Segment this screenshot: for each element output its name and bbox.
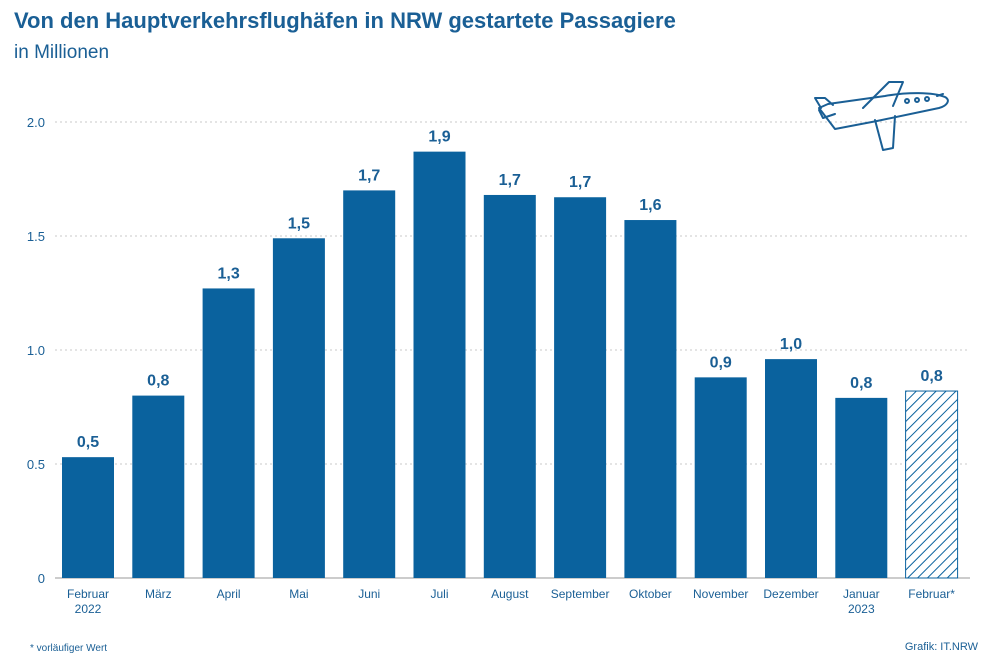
bar [413,151,466,578]
x-tick-label: Juli [430,587,448,601]
bar-value-label: 1,9 [428,129,450,146]
y-tick-label: 1.5 [27,229,45,244]
x-tick-label: Februar [67,587,109,601]
footnote: * vorläufiger Wert [30,643,108,654]
bar [343,190,396,578]
x-tick-label: Oktober [629,587,672,601]
x-tick-label: März [145,587,172,601]
x-tick-label: 2023 [848,602,875,616]
bar [765,359,817,578]
bar [62,457,114,578]
x-tick-label: April [217,587,241,601]
y-tick-label: 0.5 [27,457,45,472]
x-tick-label: August [491,587,529,601]
x-tick-label: Juni [358,587,380,601]
bar-value-label: 0,5 [77,434,99,451]
bar [694,377,747,578]
source-credit: Grafik: IT.NRW [904,641,978,653]
bar-value-label: 0,8 [850,375,872,392]
bar-value-label: 1,7 [569,174,591,191]
x-tick-label: Dezember [763,587,818,601]
bar [905,390,959,579]
bar [202,288,255,578]
bar [272,238,325,578]
bar [483,194,536,578]
bar [835,397,888,578]
x-tick-label: November [693,587,748,601]
bar [554,197,607,579]
bar-value-label: 1,6 [639,197,661,214]
airplane-icon [814,81,949,151]
x-tick-label: Mai [289,587,308,601]
bar-value-label: 0,8 [147,373,169,390]
x-tick-label: Januar [843,587,880,601]
chart-title: Von den Hauptverkehrsflughäfen in NRW ge… [14,8,676,33]
bar-value-label: 0,9 [710,354,732,371]
x-tick-label: Februar* [908,587,955,601]
bar-value-label: 0,8 [920,368,942,385]
bar-value-label: 1,3 [217,265,239,282]
bar [132,395,185,578]
bar-value-label: 1,7 [358,167,380,184]
y-tick-label: 1.0 [27,343,45,358]
bar [624,220,677,579]
y-tick-label: 2.0 [27,115,45,130]
bar-value-label: 1,7 [499,172,521,189]
bar-value-label: 1,0 [780,336,802,353]
x-tick-label: September [551,587,610,601]
bar-value-label: 1,5 [288,215,310,232]
y-tick-label: 0 [38,571,45,586]
x-tick-label: 2022 [75,602,102,616]
chart-subtitle: in Millionen [14,42,110,63]
